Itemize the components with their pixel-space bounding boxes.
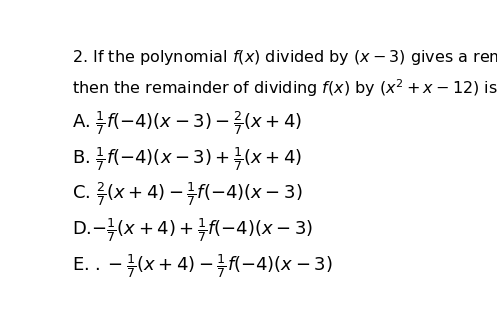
Text: E. $. -\frac{1}{7}(x + 4) - \frac{1}{7}f(-4)(x - 3)$: E. $. -\frac{1}{7}(x + 4) - \frac{1}{7}f… — [72, 252, 332, 280]
Text: 2. If the polynomial $f(x)$ divided by $(x - 3)$ gives a remainder of -1,: 2. If the polynomial $f(x)$ divided by $… — [72, 48, 497, 67]
Text: then the remainder of dividing $f(x)$ by $(x^2 + x - 12)$ is...: then the remainder of dividing $f(x)$ by… — [72, 77, 497, 99]
Text: D.$-\frac{1}{7}(x + 4) + \frac{1}{7}f(-4)(x - 3)$: D.$-\frac{1}{7}(x + 4) + \frac{1}{7}f(-4… — [72, 216, 313, 244]
Text: A. $\frac{1}{7}f(-4)(x - 3) - \frac{2}{7}(x + 4)$: A. $\frac{1}{7}f(-4)(x - 3) - \frac{2}{7… — [72, 109, 302, 137]
Text: B. $\frac{1}{7}f(-4)(x - 3) + \frac{1}{7}(x + 4)$: B. $\frac{1}{7}f(-4)(x - 3) + \frac{1}{7… — [72, 145, 302, 173]
Text: C. $\frac{2}{7}(x + 4) - \frac{1}{7}f(-4)(x - 3)$: C. $\frac{2}{7}(x + 4) - \frac{1}{7}f(-4… — [72, 180, 302, 208]
